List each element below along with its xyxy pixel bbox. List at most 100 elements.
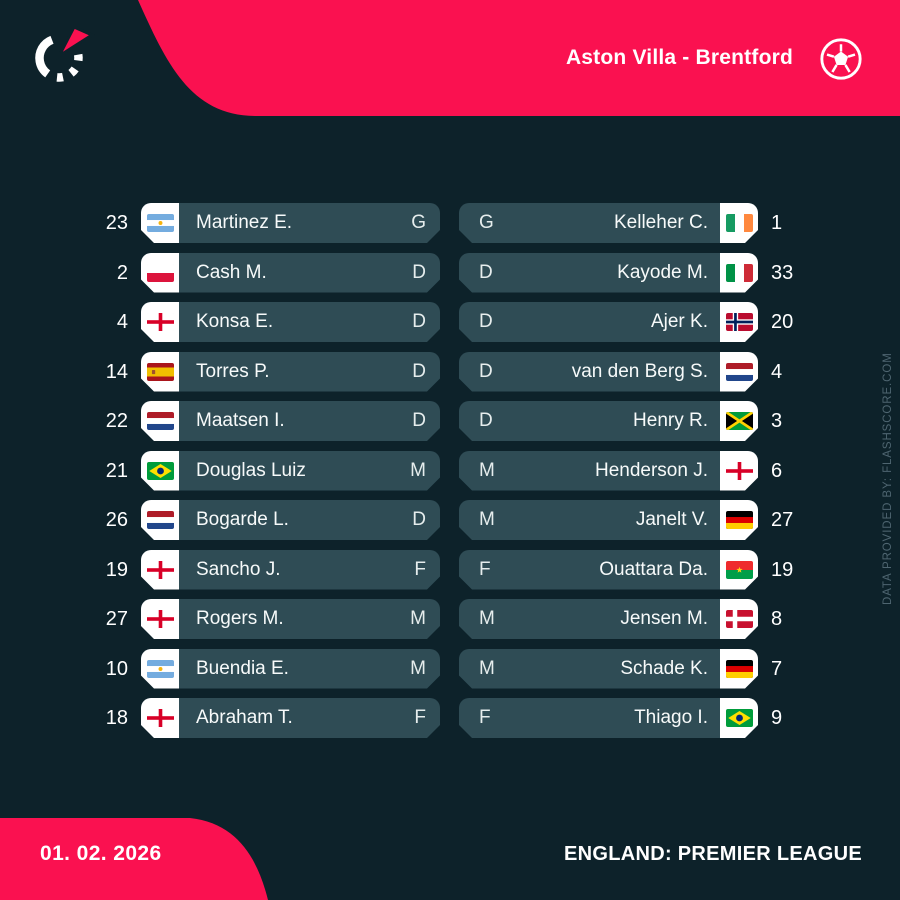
player-number: 27 [105, 608, 128, 630]
player-number: 10 [105, 657, 128, 680]
flag-tab [720, 352, 758, 392]
player-name: Henry R. [633, 410, 708, 431]
player-position: D [412, 311, 426, 332]
spain-flag-icon [147, 363, 174, 381]
player-row: F Thiago I. [459, 698, 758, 738]
player-position: M [479, 657, 495, 679]
flag-tab [720, 649, 758, 689]
flag-tab [141, 401, 179, 441]
flag-tab [141, 253, 179, 293]
player-number: 18 [105, 707, 128, 729]
league-name: ENGLAND: PREMIER LEAGUE [563, 843, 862, 865]
flag-tab [141, 698, 179, 738]
football-icon [820, 38, 862, 80]
player-row-body: D Kayode M. [459, 253, 720, 293]
player-position: F [479, 558, 491, 580]
player-name: Kelleher C. [614, 212, 708, 233]
player-number: 4 [771, 360, 783, 383]
player-position: D [479, 311, 493, 332]
lineup-line: 22 Maatsen I. D D Henry R. 3 [0, 401, 900, 441]
germany-flag-icon [726, 511, 753, 529]
player-row-body: Torres P. D [179, 352, 440, 392]
brazil-flag-icon [726, 709, 753, 727]
player-row-body: D Ajer K. [459, 302, 720, 342]
england-flag-icon [147, 561, 174, 579]
player-row: Martinez E. G [141, 203, 440, 243]
argentina-flag-icon [147, 660, 174, 678]
flag-tab [720, 698, 758, 738]
lineup-line: 21 Douglas Luiz M M Henderson J. 6 [0, 451, 900, 491]
player-row-body: Martinez E. G [179, 203, 440, 243]
player-name: Torres P. [196, 360, 270, 382]
player-row: Abraham T. F [141, 698, 440, 738]
player-position: D [412, 360, 426, 382]
player-row-body: Buendia E. M [179, 649, 440, 689]
player-row: Rogers M. M [141, 599, 440, 639]
player-number: 7 [771, 657, 783, 680]
player-name: Kayode M. [617, 261, 708, 283]
player-position: M [479, 509, 495, 530]
player-row: Sancho J. F [141, 550, 440, 590]
player-row: Buendia E. M [141, 649, 440, 689]
player-number: 3 [771, 410, 783, 432]
player-row-body: M Schade K. [459, 649, 720, 689]
player-row: F Ouattara Da. [459, 550, 758, 590]
player-name: Schade K. [620, 657, 708, 679]
england-flag-icon [147, 313, 174, 331]
player-position: F [479, 707, 491, 728]
player-number: 33 [771, 261, 794, 284]
player-name: Janelt V. [635, 509, 708, 530]
flag-tab [141, 500, 179, 540]
flag-tab [720, 253, 758, 293]
lineup-line: 10 Buendia E. M M Schade K. 7 [0, 649, 900, 689]
player-position: M [410, 657, 426, 679]
player-name: Henderson J. [594, 459, 708, 481]
player-number: 20 [771, 311, 794, 333]
player-row-body: F Ouattara Da. [459, 550, 720, 590]
player-position: D [412, 410, 426, 431]
england-flag-icon [147, 610, 174, 628]
lineup-line: 19 Sancho J. F F Ouattara Da. 19 [0, 550, 900, 590]
flag-tab [720, 451, 758, 491]
player-position: M [479, 459, 495, 481]
player-number: 27 [771, 509, 794, 531]
lineup-line: 23 Martinez E. G G Kelleher C. 1 [0, 203, 900, 243]
player-number: 9 [771, 707, 783, 729]
player-row: Bogarde L. D [141, 500, 440, 540]
player-position: D [479, 261, 493, 283]
norway-flag-icon [726, 313, 753, 331]
flashscore-logo-icon [35, 26, 96, 82]
burkina-faso-flag-icon [726, 561, 753, 579]
player-name: Jensen M. [620, 608, 708, 629]
match-title: Aston Villa - Brentford [565, 46, 793, 69]
player-row: D Henry R. [459, 401, 758, 441]
player-row-body: Maatsen I. D [179, 401, 440, 441]
lineup-line: 26 Bogarde L. D M Janelt V. 27 [0, 500, 900, 540]
netherlands-flag-icon [147, 511, 174, 529]
player-position: M [479, 608, 495, 629]
player-row-body: G Kelleher C. [459, 203, 720, 243]
player-row: M Henderson J. [459, 451, 758, 491]
netherlands-flag-icon [726, 363, 753, 381]
player-row-body: Abraham T. F [179, 698, 440, 738]
flag-tab [141, 550, 179, 590]
player-name: Cash M. [196, 261, 267, 283]
player-number: 2 [116, 261, 128, 284]
player-position: D [412, 261, 426, 283]
flag-tab [720, 599, 758, 639]
flag-tab [720, 302, 758, 342]
player-row-body: Douglas Luiz M [179, 451, 440, 491]
lineup-line: 4 Konsa E. D D Ajer K. 20 [0, 302, 900, 342]
player-row: D Kayode M. [459, 253, 758, 293]
player-row: Maatsen I. D [141, 401, 440, 441]
flag-tab [720, 401, 758, 441]
lineup-line: 27 Rogers M. M M Jensen M. 8 [0, 599, 900, 639]
poland-flag-icon [147, 264, 174, 282]
denmark-flag-icon [726, 610, 753, 628]
player-row: M Schade K. [459, 649, 758, 689]
player-number: 14 [105, 360, 128, 383]
england-flag-icon [147, 709, 174, 727]
